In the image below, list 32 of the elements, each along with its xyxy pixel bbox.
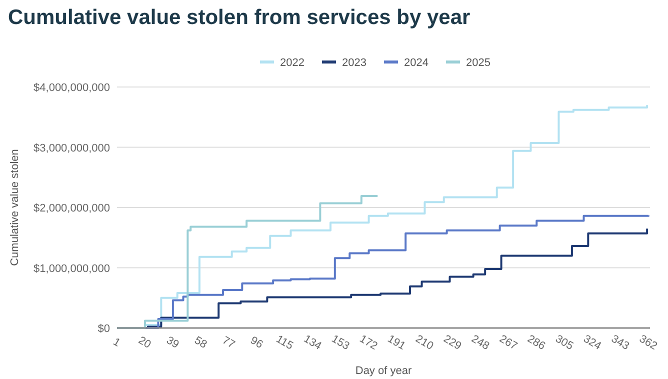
x-tick-label: 210 xyxy=(413,332,436,353)
x-tick-label: 362 xyxy=(637,332,660,353)
x-tick-label: 324 xyxy=(581,332,604,353)
chart-title: Cumulative value stolen from services by year xyxy=(8,6,470,29)
x-tick-label: 191 xyxy=(385,332,408,353)
x-axis-title: Day of year xyxy=(355,365,412,377)
x-tick-label: 172 xyxy=(357,332,380,353)
legend-label: 2025 xyxy=(466,57,490,69)
y-tick-label: $2,000,000,000 xyxy=(34,202,110,214)
x-tick-label: 305 xyxy=(553,332,576,353)
x-tick-label: 153 xyxy=(329,332,352,353)
x-tick-label: 248 xyxy=(469,332,492,353)
y-tick-label: $4,000,000,000 xyxy=(34,82,110,94)
x-tick-label: 39 xyxy=(164,334,181,351)
x-tick-label: 20 xyxy=(136,334,153,351)
x-tick-label: 1 xyxy=(110,336,122,350)
legend-label: 2022 xyxy=(280,57,304,69)
y-tick-label: $3,000,000,000 xyxy=(34,142,110,154)
x-tick-label: 96 xyxy=(248,334,265,351)
x-tick-label: 77 xyxy=(220,334,237,351)
legend-label: 2023 xyxy=(342,57,366,69)
x-tick-label: 134 xyxy=(301,332,324,353)
x-tick-label: 58 xyxy=(192,334,209,351)
x-tick-label: 343 xyxy=(609,332,632,353)
x-tick-label: 267 xyxy=(497,332,520,353)
y-axis-title: Cumulative value stolen xyxy=(9,149,21,266)
legend-label: 2024 xyxy=(404,57,428,69)
x-tick-label: 286 xyxy=(525,332,548,353)
x-tick-label: 229 xyxy=(441,332,464,353)
y-tick-label: $0 xyxy=(98,323,110,335)
y-tick-label: $1,000,000,000 xyxy=(34,262,110,275)
x-tick-label: 115 xyxy=(274,333,296,352)
